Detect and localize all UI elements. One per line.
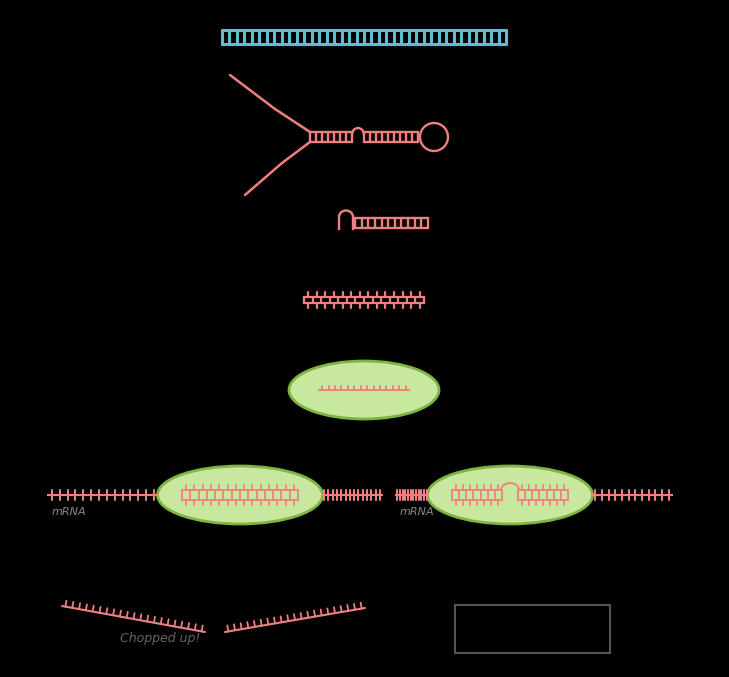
Text: Chopped up!: Chopped up! <box>120 632 200 645</box>
Ellipse shape <box>427 466 593 524</box>
Text: mRNA: mRNA <box>52 507 87 517</box>
Text: mRNA: mRNA <box>400 507 434 517</box>
Ellipse shape <box>157 466 322 524</box>
Bar <box>455 605 610 653</box>
Ellipse shape <box>289 361 439 419</box>
